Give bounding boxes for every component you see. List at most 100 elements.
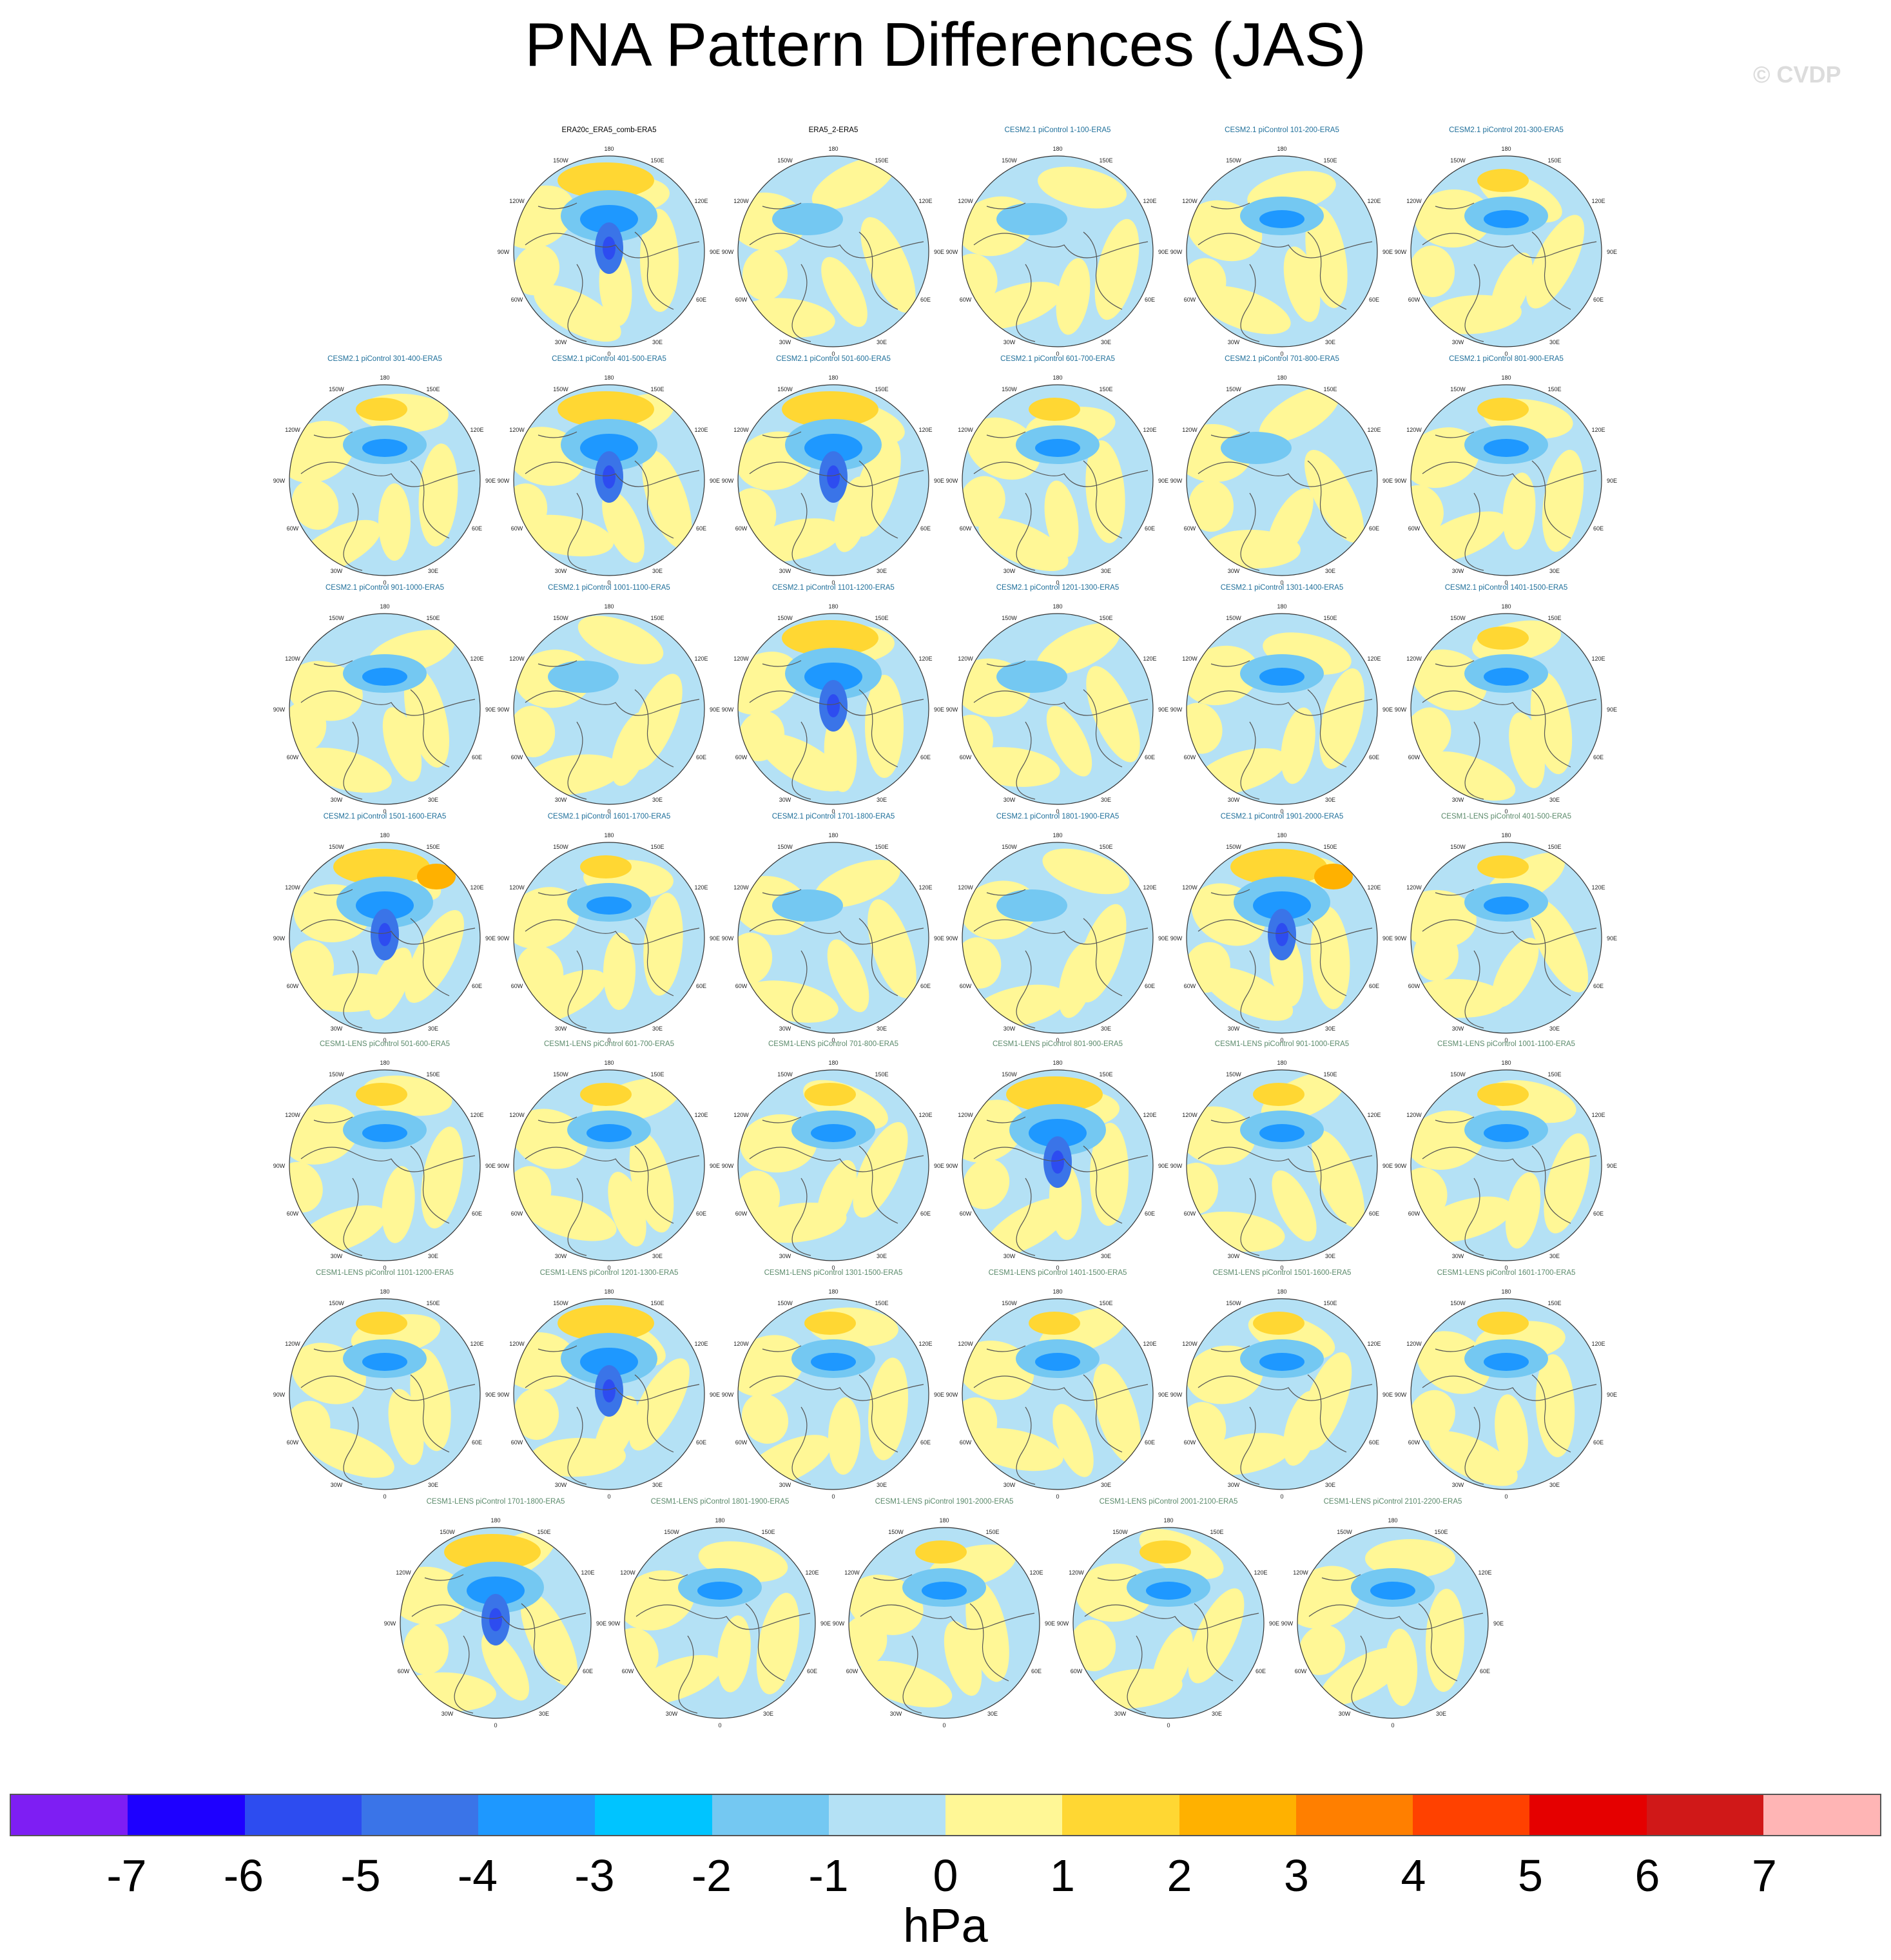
positive-anomaly-core [417,864,456,889]
longitude-label: 150W [1450,157,1466,164]
longitude-label: 30W [555,1253,567,1259]
longitude-label: 120W [733,1341,749,1347]
colorbar-segment [244,1795,362,1835]
map-panel: 180 0 90W 90E 150W 120W 150E 120E 60W 30W 60E 30E CE… [498,1269,720,1500]
positive-anomaly-contour [741,1393,789,1444]
longitude-label: 90E [485,1392,496,1398]
longitude-label: 180 [828,832,838,839]
coastline [973,1116,1149,1256]
negative-anomaly-core [697,1582,742,1600]
colorbar-segment [128,1795,245,1835]
panel-title: ERA5_2-ERA5 [809,126,858,134]
longitude-label: 120E [918,427,932,433]
longitude-label: 180 [1052,146,1062,152]
longitude-label: 120E [694,884,708,891]
longitude-label: 150E [1434,1529,1448,1535]
longitude-label: 120W [285,1112,300,1118]
map-border [962,1298,1154,1490]
longitude-label: 150E [1099,615,1112,621]
longitude-label: 30W [1228,1025,1240,1032]
map-border [1410,384,1602,576]
longitude-label: 90W [946,249,958,255]
positive-anomaly-contour [625,1627,659,1679]
coastline [411,1574,587,1714]
longitude-label: 30W [1228,339,1240,345]
longitude-label: 0 [607,351,610,357]
longitude-label: 30E [1549,797,1560,803]
longitude-label: 60E [1369,1210,1379,1217]
map-panel-grid: 180 0 90W 90E 150W 120W 150E 120E 60W 30W 60E 30E ER… [273,126,1617,1729]
longitude-label: 150W [1002,157,1017,164]
positive-anomaly-core [558,162,654,199]
positive-anomaly-contour [421,1127,463,1228]
positive-anomaly-core [782,620,878,656]
longitude-label: 60E [1369,754,1379,761]
longitude-label: 120E [1591,1341,1605,1347]
positive-anomaly-contour [388,1389,424,1465]
longitude-label: 90W [498,478,510,484]
longitude-label: 180 [1501,374,1511,381]
map-panel: 180 0 90W 90E 150W 120W 150E 120E 60W 30W 60E 30E CE… [384,1498,606,1729]
longitude-label: 180 [604,1288,614,1295]
longitude-label: 60W [735,296,748,303]
positive-anomaly-contour [1094,218,1139,320]
positive-anomaly-contour [1052,1404,1094,1477]
longitude-label: 120E [1591,884,1605,891]
longitude-label: 120W [958,1341,973,1347]
positive-anomaly-contour [1411,1390,1455,1441]
map-panel: 180 0 90W 90E 150W 120W 150E 120E 60W 30W 60E 30E CE… [946,1269,1169,1500]
longitude-label: 0 [1280,1493,1283,1500]
positive-anomaly-core [1230,849,1327,885]
positive-anomaly-contour [1502,472,1536,550]
longitude-label: 150E [650,615,664,621]
positive-anomaly-core [1314,864,1353,889]
longitude-label: 0 [1504,351,1508,357]
page-title: PNA Pattern Differences (JAS) [525,10,1366,79]
panel-title: CESM2.1 piControl 901-1000-ERA5 [325,584,444,592]
longitude-label: 150E [1323,1071,1337,1078]
longitude-label: 90E [1382,706,1393,713]
coastline [1198,1116,1373,1256]
longitude-label: 30E [428,797,438,803]
longitude-label: 60E [807,1668,817,1674]
positive-anomaly-contour [944,1620,982,1696]
longitude-label: 30E [652,1482,663,1488]
longitude-label: 60W [511,525,523,532]
longitude-label: 30W [331,1482,343,1488]
longitude-label: 30E [428,1253,438,1259]
longitude-label: 120W [509,198,525,204]
longitude-label: 60W [1408,983,1421,989]
negative-anomaly-core [1484,1124,1529,1142]
longitude-label: 30W [1228,1482,1240,1488]
longitude-label: 0 [1056,1037,1059,1043]
negative-anomaly-core [362,1353,407,1371]
longitude-label: 180 [1501,146,1511,152]
longitude-label: 90W [384,1620,396,1627]
colorbar-tick-label: 5 [1518,1850,1543,1901]
coastline [1198,431,1373,571]
negative-anomaly-core [1259,1353,1304,1371]
positive-anomaly-core [1477,1312,1529,1335]
positive-anomaly-contour [1038,166,1127,209]
longitude-label: 60E [1145,296,1155,303]
longitude-label: 90E [1382,1163,1393,1169]
panel-title: CESM1-LENS piControl 1201-1300-ERA5 [540,1269,679,1277]
coastline [525,202,700,342]
negative-anomaly-contour [996,203,1067,235]
longitude-label: 0 [1280,808,1283,815]
map-border [624,1527,816,1719]
map-panel: 180 0 90W 90E 150W 120W 150E 120E 60W 30W 60E 30E CE… [722,813,944,1043]
negative-anomaly-core [580,1348,638,1376]
negative-anomaly-core [1051,1150,1064,1174]
longitude-label: 60W [1184,754,1196,761]
colorbar-segment [1179,1795,1296,1835]
longitude-label: 0 [383,579,386,586]
coastline [1422,431,1597,571]
map-border [289,1298,481,1490]
negative-anomaly-core [811,1353,856,1371]
longitude-label: 60W [846,1668,858,1674]
colorbar-tick-label: -3 [574,1850,615,1901]
longitude-label: 90W [1170,1163,1183,1169]
longitude-label: 0 [1280,579,1283,586]
map-panel: 180 0 90W 90E 150W 120W 150E 120E 60W 30W 60E 30E CE… [1057,1498,1279,1729]
